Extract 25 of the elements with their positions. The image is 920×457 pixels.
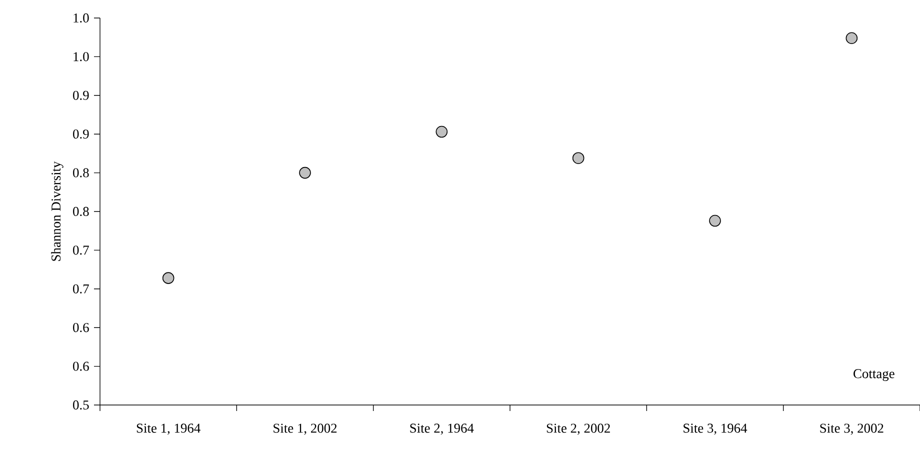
- x-tick-label: Site 2, 2002: [546, 424, 610, 435]
- y-tick-label: 0.9: [73, 90, 89, 100]
- y-tick-label: 1.0: [74, 13, 89, 23]
- y-tick-label: 0.8: [73, 168, 89, 178]
- point: [162, 272, 174, 284]
- y-tick-label: 1.0: [74, 52, 89, 62]
- x-tick-label: Site 1, 1964: [136, 424, 200, 435]
- x-tick-label: Site 3, 1964: [684, 424, 748, 435]
- y-tick-label: 0.8: [73, 206, 89, 216]
- y-axis-title: Shannon Diversity: [51, 161, 64, 261]
- point: [572, 152, 584, 164]
- x-tick-label: Site 3, 2002: [820, 424, 884, 435]
- point: [299, 166, 311, 179]
- point: [436, 126, 448, 138]
- y-tick-label: 0.6: [73, 323, 89, 332]
- y-tick-label: 0.5: [73, 400, 89, 410]
- annotation: Cottage: [854, 369, 894, 381]
- y-tick-label: 0.6: [73, 362, 89, 371]
- y-tick-label: 0.7: [73, 246, 89, 255]
- x-tick-label: Site 2, 1964: [410, 424, 474, 435]
- y-tick-label: 0.9: [73, 130, 89, 139]
- point: [846, 32, 858, 44]
- point: [709, 214, 721, 227]
- x-tick-label: Site 1, 2002: [274, 424, 337, 435]
- y-tick-label: 0.7: [73, 284, 89, 294]
